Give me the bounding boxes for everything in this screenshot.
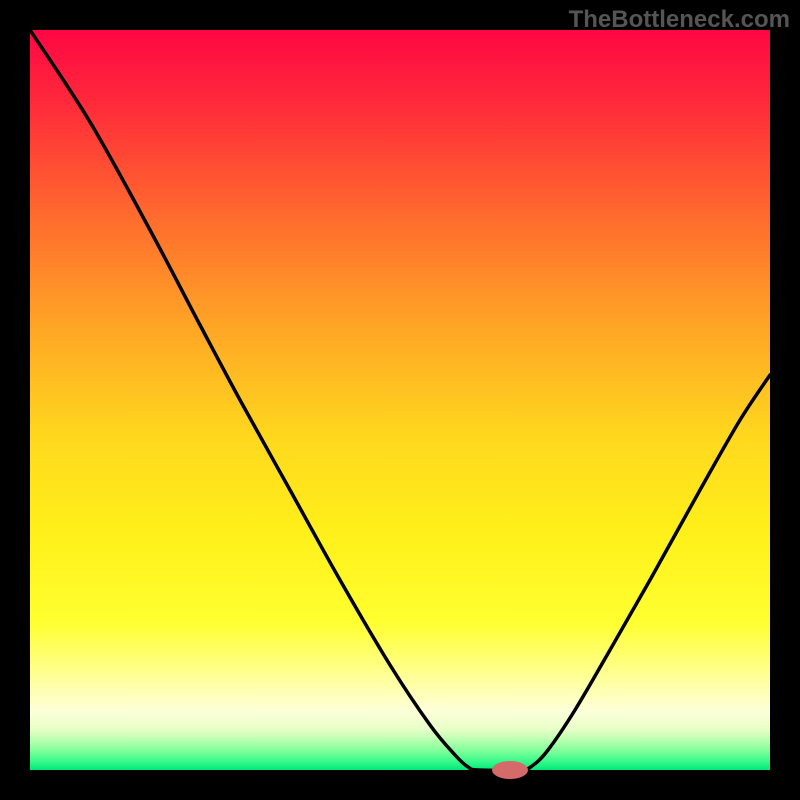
chart-background	[30, 30, 770, 770]
watermark-text: TheBottleneck.com	[569, 6, 790, 34]
bottleneck-chart	[0, 0, 800, 800]
optimal-marker	[492, 761, 528, 779]
